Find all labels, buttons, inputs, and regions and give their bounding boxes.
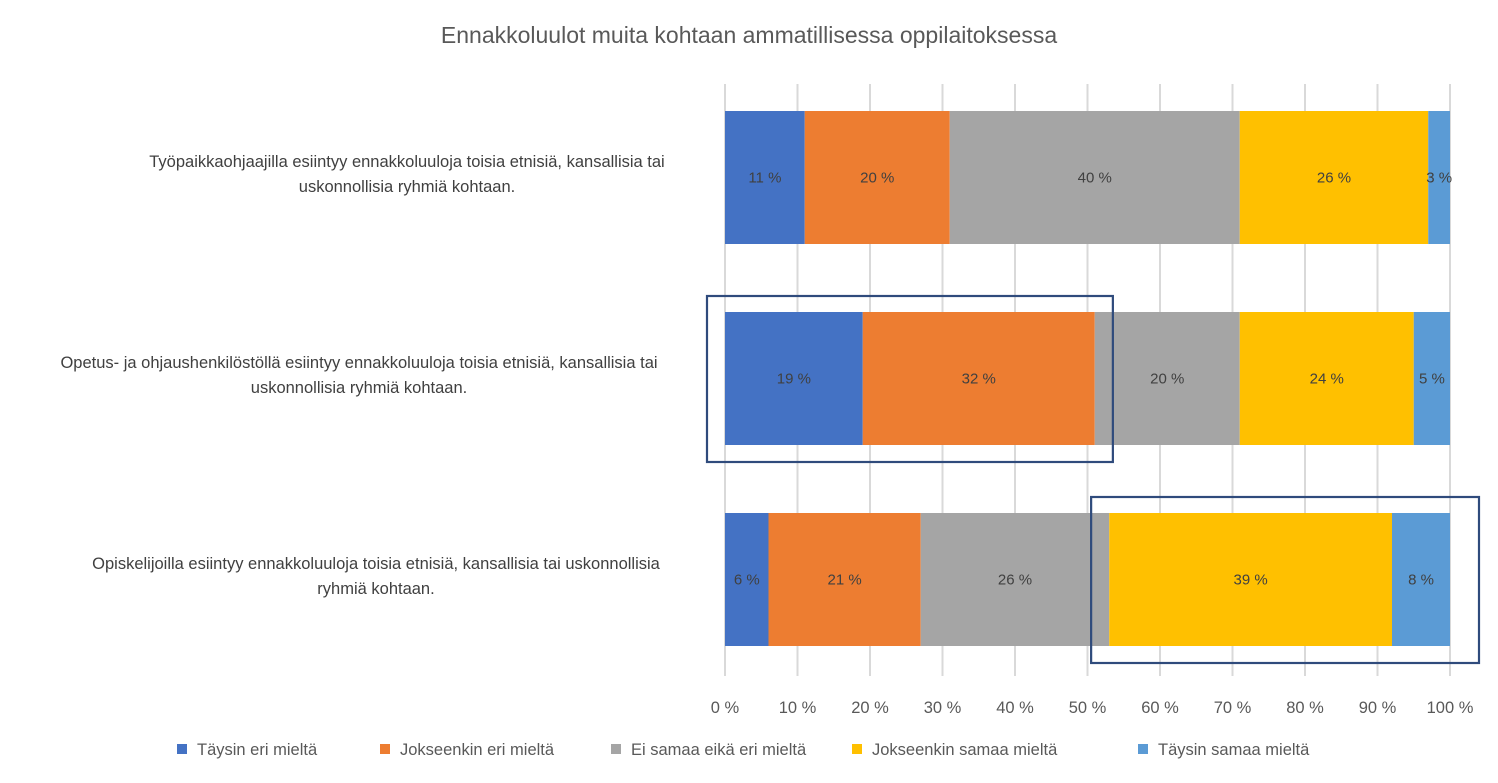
legend-label: Jokseenkin eri mieltä — [400, 741, 555, 759]
legend-label: Ei samaa eikä eri mieltä — [631, 741, 807, 759]
data-label: 26 % — [1317, 170, 1351, 187]
x-tick-label: 10 % — [779, 699, 817, 717]
x-tick-label: 60 % — [1141, 699, 1179, 717]
bar-segment — [1428, 111, 1450, 244]
x-tick-label: 30 % — [924, 699, 962, 717]
bar-segment — [768, 513, 921, 646]
bar-segment — [804, 111, 950, 244]
category-label: ryhmiä kohtaan. — [317, 580, 434, 598]
category-label: Opetus- ja ohjaushenkilöstöllä esiintyy … — [60, 354, 657, 372]
data-label: 39 % — [1234, 572, 1268, 589]
category-label: uskonnollisia ryhmiä kohtaan. — [251, 379, 467, 397]
bars: 11 % 20 % 40 % 26 % 3 % 19 % 32 % 20 % 24 % 5 % 6 … — [725, 111, 1452, 646]
legend-item: Ei samaa eikä eri mieltä — [611, 741, 807, 759]
x-tick-label: 100 % — [1427, 699, 1474, 717]
data-label: 6 % — [734, 572, 760, 589]
highlight-box — [1090, 495, 1481, 665]
legend-label: Jokseenkin samaa mieltä — [872, 741, 1058, 759]
bar-segment — [920, 513, 1110, 646]
x-tick-label: 80 % — [1286, 699, 1324, 717]
bar-segment — [725, 111, 805, 244]
highlight-box — [705, 294, 1114, 464]
bar-segment — [725, 312, 863, 445]
x-tick-label: 40 % — [996, 699, 1034, 717]
data-label: 5 % — [1419, 371, 1445, 388]
bar-segment — [725, 513, 769, 646]
data-label: 19 % — [777, 371, 811, 388]
x-axis-ticks: 0 % 10 % 20 % 30 % 40 % 50 % 60 % 70 % 80 % 90 % 1… — [711, 699, 1474, 717]
category-label: Työpaikkaohjaajilla esiintyy ennakkoluul… — [149, 153, 664, 171]
legend-label: Täysin samaa mieltä — [1158, 741, 1310, 759]
data-label: 3 % — [1426, 170, 1452, 187]
data-label: 24 % — [1310, 371, 1344, 388]
legend-item: Jokseenkin eri mieltä — [380, 741, 555, 759]
x-tick-label: 90 % — [1359, 699, 1397, 717]
x-tick-label: 50 % — [1069, 699, 1107, 717]
bar-segment — [1109, 513, 1392, 646]
bar-segment — [1239, 111, 1429, 244]
legend-item: Jokseenkin samaa mieltä — [852, 741, 1058, 759]
data-label: 8 % — [1408, 572, 1434, 589]
data-label: 11 % — [748, 170, 781, 187]
legend-swatch — [1138, 744, 1148, 754]
annotations — [705, 294, 1481, 665]
x-tick-label: 0 % — [711, 699, 740, 717]
category-labels: Työpaikkaohjaajilla esiintyy ennakkoluul… — [60, 153, 664, 598]
data-label: 26 % — [998, 572, 1032, 589]
x-tick-label: 70 % — [1214, 699, 1252, 717]
chart-title: Ennakkoluulot muita kohtaan ammatillises… — [441, 22, 1057, 48]
bar-segment — [1392, 513, 1450, 646]
legend-label: Täysin eri mieltä — [197, 741, 318, 759]
data-label: 20 % — [860, 170, 894, 187]
bar-segment — [949, 111, 1240, 244]
category-label: uskonnollisia ryhmiä kohtaan. — [299, 178, 515, 196]
legend-item: Täysin eri mieltä — [177, 741, 318, 759]
data-label: 40 % — [1078, 170, 1112, 187]
data-label: 21 % — [828, 572, 862, 589]
data-label: 32 % — [962, 371, 996, 388]
legend-item: Täysin samaa mieltä — [1138, 741, 1310, 759]
legend-swatch — [177, 744, 187, 754]
legend-swatch — [852, 744, 862, 754]
x-tick-label: 20 % — [851, 699, 889, 717]
data-label: 20 % — [1150, 371, 1184, 388]
legend-swatch — [611, 744, 621, 754]
bar-segment — [1413, 312, 1450, 445]
bar-segment — [1094, 312, 1240, 445]
legend: Täysin eri mieltä Jokseenkin eri mieltä Ei… — [177, 741, 1310, 759]
legend-swatch — [380, 744, 390, 754]
bar-segment — [862, 312, 1095, 445]
category-label: Opiskelijoilla esiintyy ennakkoluuloja t… — [92, 555, 661, 573]
bar-segment — [1239, 312, 1414, 445]
